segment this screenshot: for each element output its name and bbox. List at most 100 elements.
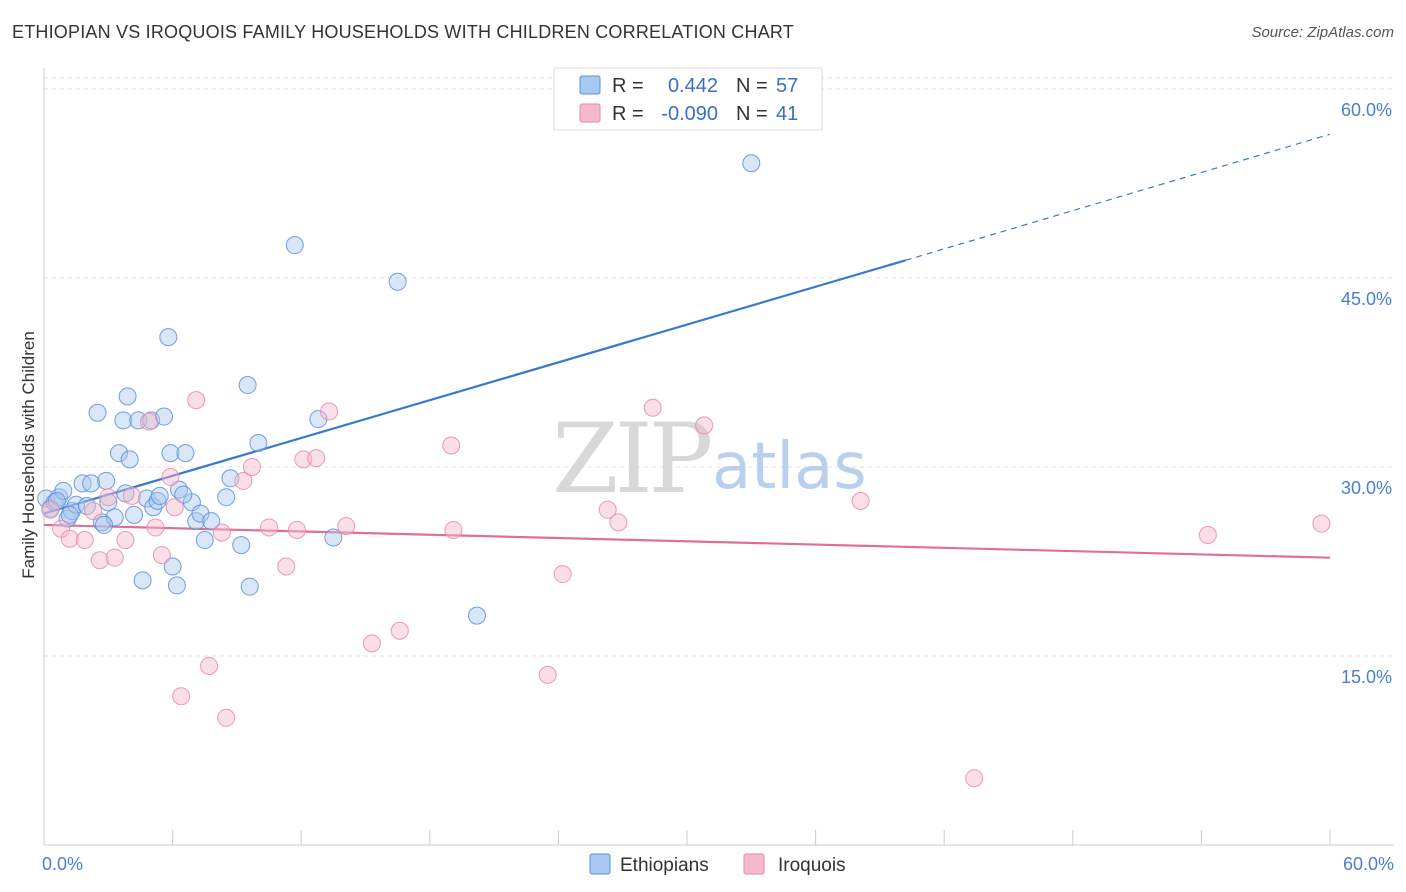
point-ethiopians-0 <box>37 489 56 508</box>
point-iroquois-27 <box>320 402 339 421</box>
point-ethiopians-4 <box>54 481 73 500</box>
point-ethiopians-55 <box>95 515 114 534</box>
point-iroquois-41 <box>1198 526 1217 544</box>
point-ethiopians-35 <box>176 444 195 463</box>
stats-n-label-2: N = <box>736 103 768 125</box>
point-iroquois-23 <box>277 557 296 576</box>
point-iroquois-25 <box>294 450 313 469</box>
point-iroquois-29 <box>362 634 381 653</box>
point-iroquois-16 <box>187 391 206 410</box>
stats-n-value-1: 57 <box>776 75 798 97</box>
point-iroquois-6 <box>99 488 118 507</box>
point-iroquois-10 <box>140 412 159 431</box>
x-tick-label-0: 0.0% <box>42 854 83 874</box>
stats-r-value-1: 0.442 <box>668 75 718 97</box>
axis-layer: 15.0% 30.0% 45.0% 60.0% 0.0% 60.0% <box>42 68 1394 874</box>
point-ethiopians-10 <box>82 474 101 493</box>
point-iroquois-8 <box>116 531 135 550</box>
y-axis-label: Family Households with Children <box>19 331 38 579</box>
trend-line-ethiopians <box>43 259 906 515</box>
point-ethiopians-29 <box>155 407 174 426</box>
point-iroquois-2 <box>60 529 79 548</box>
point-ethiopians-46 <box>249 434 268 453</box>
point-ethiopians-13 <box>97 471 116 490</box>
watermark-zip: ZIP <box>552 403 711 515</box>
bottom-legend: Ethiopians Iroquois <box>589 853 846 876</box>
source-label: Source: ZipAtlas.com <box>1251 24 1394 41</box>
point-ethiopians-11 <box>88 403 107 422</box>
point-ethiopians-19 <box>118 387 137 406</box>
grid-layer <box>44 77 1394 657</box>
point-iroquois-0 <box>41 500 60 519</box>
point-ethiopians-53 <box>47 491 66 510</box>
point-ethiopians-54 <box>60 505 79 524</box>
point-ethiopians-15 <box>105 508 124 527</box>
point-ethiopians-16 <box>110 444 129 463</box>
point-iroquois-4 <box>84 502 103 521</box>
point-iroquois-20 <box>234 471 253 490</box>
point-ethiopians-31 <box>161 444 180 463</box>
stats-n-value-2: 41 <box>776 103 798 125</box>
point-iroquois-13 <box>161 468 180 487</box>
y-tick-label-3: 60.0% <box>1341 100 1392 120</box>
point-ethiopians-38 <box>191 504 210 523</box>
point-ethiopians-51 <box>467 606 486 625</box>
point-ethiopians-14 <box>99 493 118 512</box>
stats-r-value-2: -0.090 <box>661 103 718 125</box>
point-iroquois-38 <box>695 416 714 435</box>
y-tick-label-0: 15.0% <box>1341 667 1392 687</box>
trend-layer <box>43 133 1331 559</box>
trend-line-iroquois <box>43 523 1331 559</box>
point-ethiopians-20 <box>120 450 139 469</box>
y-tick-label-2: 45.0% <box>1341 289 1392 309</box>
point-iroquois-36 <box>609 513 628 532</box>
point-ethiopians-52 <box>742 154 761 173</box>
point-iroquois-32 <box>444 520 463 539</box>
point-iroquois-3 <box>75 531 94 550</box>
legend-label-iroquois: Iroquois <box>778 855 846 876</box>
point-ethiopians-47 <box>285 236 304 255</box>
point-iroquois-37 <box>643 398 662 417</box>
stats-n-label-1: N = <box>736 75 768 97</box>
watermark: ZIP atlas <box>552 403 867 515</box>
point-iroquois-5 <box>90 551 109 570</box>
point-ethiopians-32 <box>163 557 182 576</box>
point-ethiopians-40 <box>202 512 221 531</box>
point-ethiopians-50 <box>388 272 407 291</box>
point-iroquois-26 <box>307 449 326 468</box>
watermark-atlas: atlas <box>712 430 867 504</box>
point-iroquois-18 <box>212 523 231 542</box>
point-ethiopians-48 <box>309 410 328 429</box>
point-ethiopians-30 <box>159 328 178 347</box>
point-ethiopians-56 <box>174 485 193 504</box>
point-iroquois-35 <box>598 500 617 519</box>
point-iroquois-17 <box>200 657 219 676</box>
point-iroquois-42 <box>1312 514 1331 533</box>
point-iroquois-34 <box>553 565 572 584</box>
y-tick-label-1: 30.0% <box>1341 478 1392 498</box>
point-iroquois-19 <box>217 708 236 727</box>
point-ethiopians-45 <box>240 577 259 596</box>
point-ethiopians-49 <box>324 528 343 547</box>
point-iroquois-15 <box>172 687 191 706</box>
legend-swatch-iroquois <box>743 853 765 875</box>
points-layer <box>37 154 1331 788</box>
point-iroquois-14 <box>165 498 184 517</box>
point-ethiopians-28 <box>150 486 169 505</box>
point-ethiopians-33 <box>167 576 186 595</box>
point-ethiopians-23 <box>133 571 152 590</box>
point-iroquois-40 <box>965 769 984 788</box>
point-ethiopians-17 <box>114 411 133 430</box>
chart-title: ETHIOPIAN VS IROQUOIS FAMILY HOUSEHOLDS … <box>12 22 794 42</box>
point-iroquois-33 <box>538 665 557 684</box>
stats-r-label-2: R = <box>612 103 644 125</box>
point-ethiopians-43 <box>232 536 251 555</box>
point-ethiopians-39 <box>195 531 214 550</box>
point-iroquois-9 <box>122 486 141 505</box>
point-iroquois-30 <box>390 621 409 640</box>
point-iroquois-28 <box>337 517 356 536</box>
stats-r-label-1: R = <box>612 75 644 97</box>
point-iroquois-11 <box>146 518 165 537</box>
point-iroquois-22 <box>260 518 279 537</box>
